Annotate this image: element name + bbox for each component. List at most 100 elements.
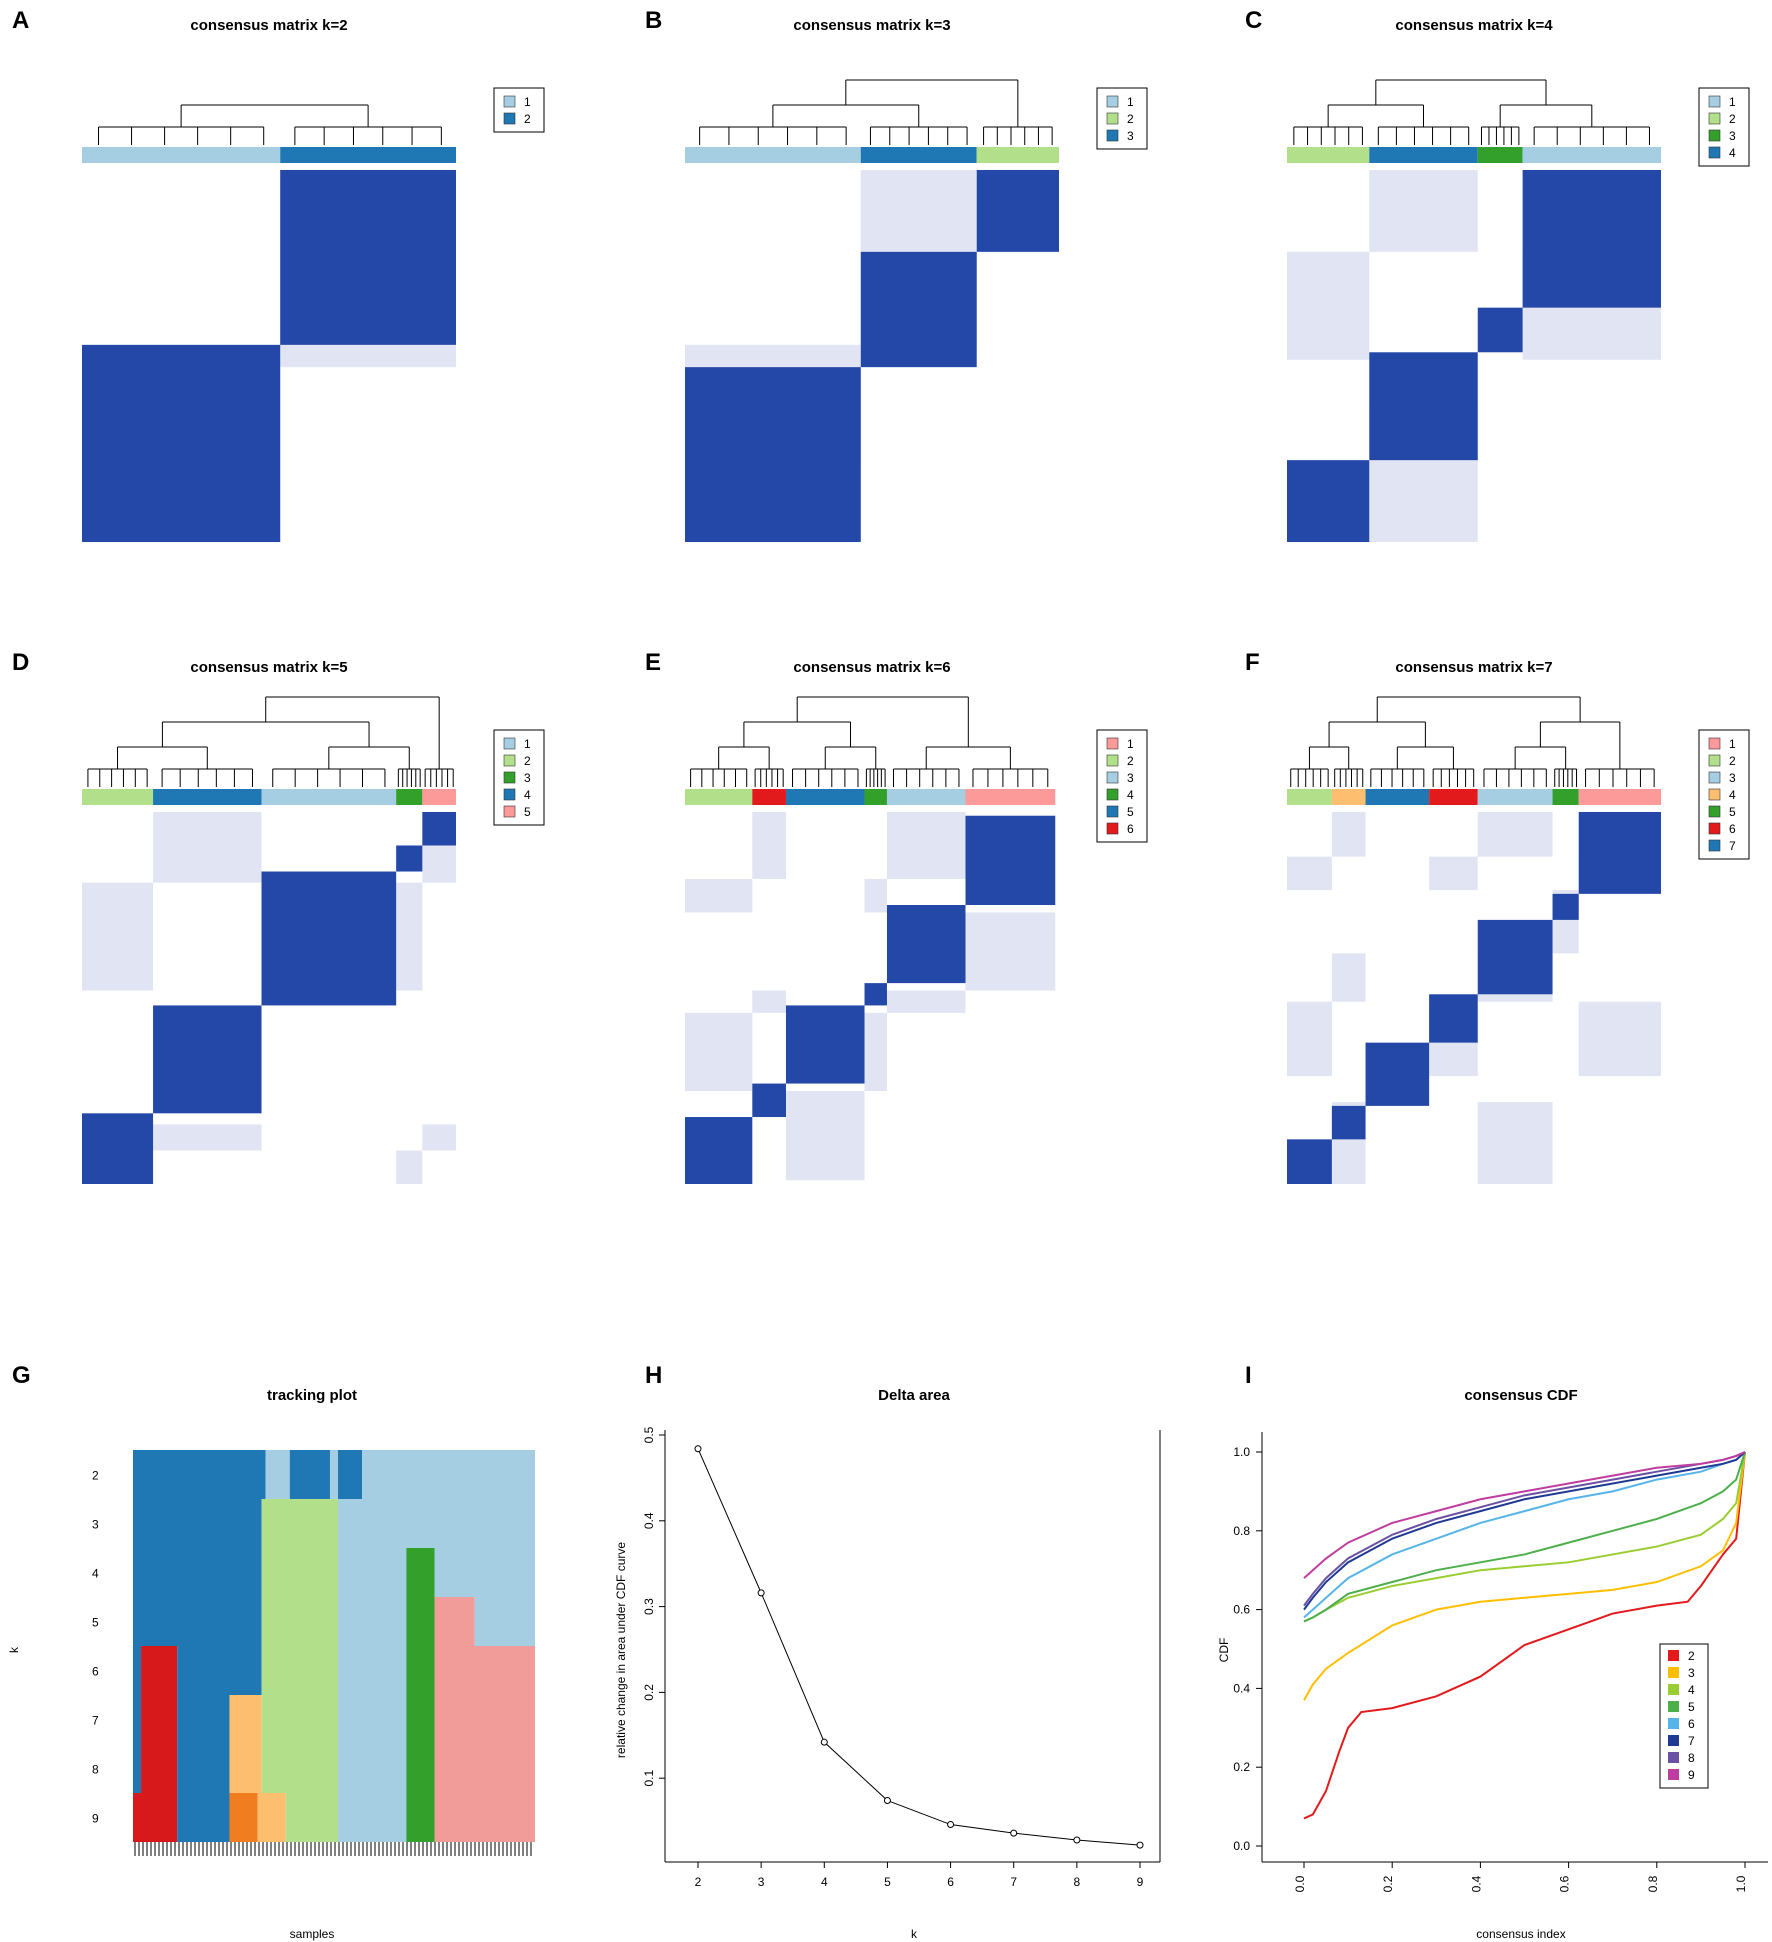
x-tick-label: 0.4 xyxy=(1469,1875,1483,1892)
panel-label-C: C xyxy=(1245,7,1262,34)
legend-label: 7 xyxy=(1729,839,1736,853)
heatmap-offblock xyxy=(965,912,1056,991)
legend-swatch xyxy=(503,737,516,750)
tracking-cell xyxy=(133,1744,142,1793)
delta-point xyxy=(1073,1836,1081,1844)
legend-swatch xyxy=(1668,1684,1679,1695)
heatmap-block-2 xyxy=(976,170,1059,252)
tracking-cell xyxy=(141,1695,178,1744)
legend-swatch xyxy=(503,805,516,818)
x-tick-label: 2 xyxy=(695,1875,702,1889)
cdf-line-k4 xyxy=(1303,1451,1746,1623)
panel-label-H: H xyxy=(645,1362,662,1389)
x-tick-label: 0.2 xyxy=(1381,1875,1395,1892)
y-tick-label: 0.4 xyxy=(1233,1681,1250,1695)
cluster-bar-segment-7 xyxy=(1365,789,1430,805)
panel-label-G: G xyxy=(12,1362,31,1389)
panel-title-G: tracking plot xyxy=(267,1387,357,1404)
tracking-cell xyxy=(434,1597,475,1646)
cluster-bar-segment-6 xyxy=(1429,789,1478,805)
heatmap-offblock xyxy=(1331,812,1366,857)
legend-label: 5 xyxy=(524,805,531,819)
tracking-cell xyxy=(338,1548,407,1597)
cluster-bar-segment-3 xyxy=(1477,789,1553,805)
heatmap-block-1 xyxy=(685,367,861,542)
heatmap-block-3 xyxy=(860,251,977,368)
row-label: 7 xyxy=(92,1714,99,1728)
heatmap-block-7 xyxy=(1365,1042,1430,1106)
tracking-cell xyxy=(261,1499,339,1548)
legend-box xyxy=(493,87,545,133)
x-tick-label: 1.0 xyxy=(1734,1875,1748,1892)
cluster-bar-segment-2 xyxy=(1287,147,1370,163)
legend-label: 4 xyxy=(1127,788,1134,802)
cluster-bar-segment-1 xyxy=(1522,147,1661,163)
legend-label: 3 xyxy=(1688,1666,1695,1680)
heatmap-block-2 xyxy=(82,1113,154,1184)
cdf-line-k2 xyxy=(1303,1451,1746,1820)
legend-label: 9 xyxy=(1688,1768,1695,1782)
legend-label: 3 xyxy=(1729,771,1736,785)
legend-label: 1 xyxy=(524,95,531,109)
legend-swatch xyxy=(503,112,516,125)
heatmap-block-6 xyxy=(1429,994,1478,1043)
tracking-cell xyxy=(261,1744,339,1793)
heatmap-block-5 xyxy=(422,812,456,846)
dendrogram xyxy=(98,104,442,145)
tracking-cell xyxy=(338,1695,407,1744)
legend-label: 7 xyxy=(1688,1734,1695,1748)
tracking-cell xyxy=(285,1793,339,1842)
cluster-bar-segment-1 xyxy=(685,147,861,163)
tracking-cell xyxy=(265,1450,290,1499)
tracking-cell xyxy=(474,1597,535,1646)
legend-swatch xyxy=(1708,129,1721,142)
legend-label: 1 xyxy=(1729,95,1736,109)
delta-point xyxy=(883,1797,891,1805)
heatmap-offblock xyxy=(1287,856,1332,891)
panel-H: H Delta area 2 3 4 5 6 7 8 9 0.1 0.2 0.3 0.4 0.5 k relat… xyxy=(614,1362,1161,1941)
tracking-cell xyxy=(229,1695,262,1744)
tracking-cell xyxy=(257,1793,286,1842)
legend-label: 5 xyxy=(1688,1700,1695,1714)
legend-box xyxy=(1096,87,1148,150)
x-tick-label: 5 xyxy=(884,1875,891,1889)
legend-swatch xyxy=(1668,1752,1679,1763)
heatmap-offblock xyxy=(396,882,423,991)
tracking-cell xyxy=(406,1793,435,1842)
delta-line xyxy=(697,1448,1141,1846)
cdf-line-k9 xyxy=(1303,1451,1746,1579)
legend-label: 6 xyxy=(1729,822,1736,836)
cluster-bar-segment-4 xyxy=(1331,789,1366,805)
legend-swatch xyxy=(1106,112,1119,125)
legend-swatch xyxy=(1106,754,1119,767)
delta-point xyxy=(947,1821,955,1829)
row-label: 3 xyxy=(92,1518,99,1532)
x-tick-label: 4 xyxy=(821,1875,828,1889)
legend-swatch xyxy=(503,95,516,108)
heatmap-offblock xyxy=(886,990,966,1013)
heatmap-offblock xyxy=(685,1012,753,1091)
tracking-cell xyxy=(434,1744,535,1793)
legend-swatch xyxy=(1708,805,1721,818)
legend-label: 4 xyxy=(1688,1683,1695,1697)
y-axis-label: relative change in area under CDF curve xyxy=(614,1542,628,1758)
legend-swatch xyxy=(1668,1701,1679,1712)
heatmap-block-4 xyxy=(864,983,887,1006)
tracking-cell xyxy=(133,1597,262,1646)
tracking-cell xyxy=(406,1646,435,1695)
y-tick-label: 0.2 xyxy=(642,1684,656,1701)
legend-swatch xyxy=(1106,788,1119,801)
legend-swatch xyxy=(1708,754,1721,767)
row-label: 8 xyxy=(92,1763,99,1777)
legend-swatch xyxy=(503,788,516,801)
dendrogram xyxy=(690,696,1049,787)
legend-swatch xyxy=(1668,1667,1679,1678)
cluster-bar-segment-1 xyxy=(82,147,281,163)
tracking-cell xyxy=(133,1695,142,1744)
